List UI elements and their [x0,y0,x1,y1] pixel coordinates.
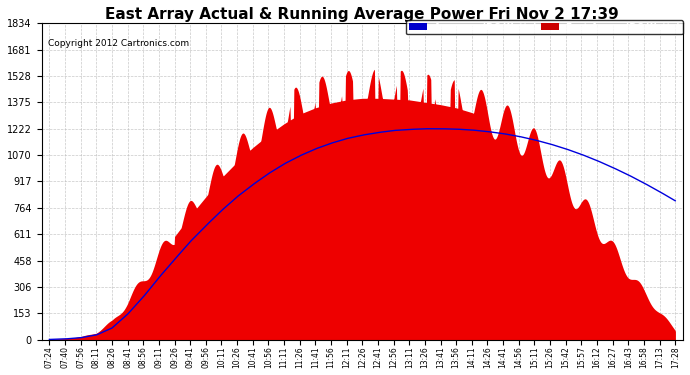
Title: East Array Actual & Running Average Power Fri Nov 2 17:39: East Array Actual & Running Average Powe… [106,7,619,22]
Text: Copyright 2012 Cartronics.com: Copyright 2012 Cartronics.com [48,39,190,48]
Legend: Average  (DC Watts), East Array  (DC Watts): Average (DC Watts), East Array (DC Watts… [406,20,683,34]
